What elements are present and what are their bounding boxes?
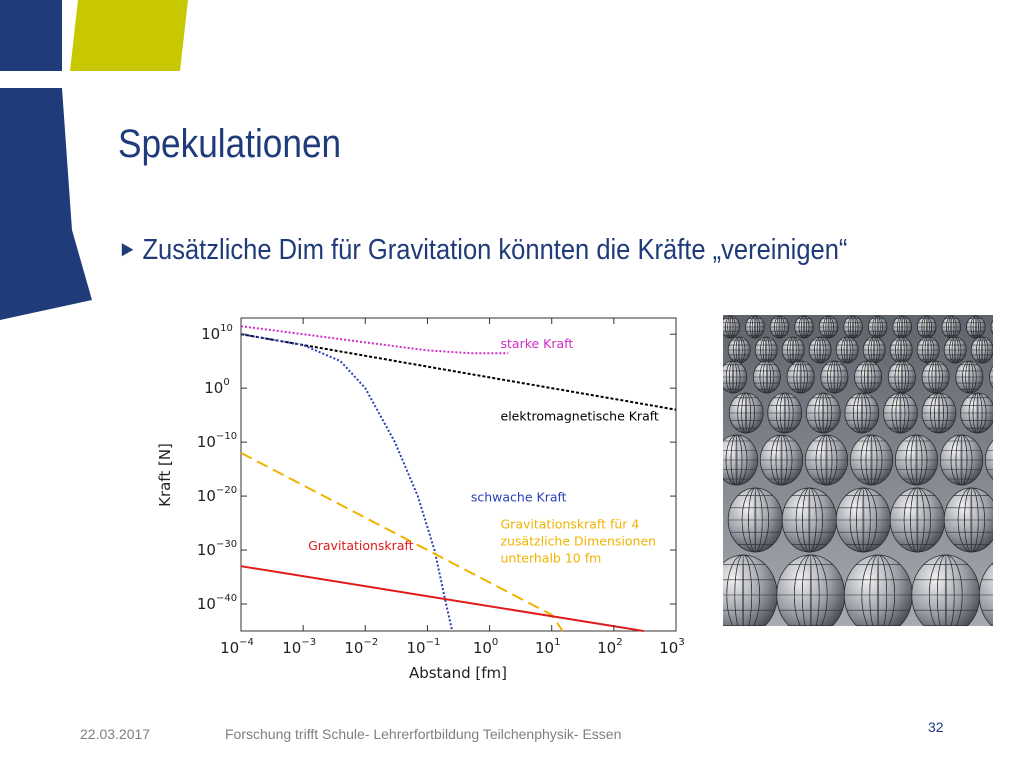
x-tick-label: 10−1 xyxy=(407,637,441,657)
series-label-2: schwache Kraft xyxy=(471,489,567,504)
sphere xyxy=(843,554,913,626)
sphere xyxy=(745,315,765,339)
sphere xyxy=(984,440,993,480)
sphere xyxy=(921,392,957,434)
plot-frame xyxy=(240,317,677,632)
series-line-0 xyxy=(240,325,509,355)
footer-text: Forschung trifft Schule- Lehrerfortbildu… xyxy=(225,726,622,742)
page-number: 32 xyxy=(928,719,944,735)
spheres-grid-picture xyxy=(723,315,993,626)
series-line-4 xyxy=(240,565,644,632)
bullet-text: Zusätzliche Dim für Gravitation könnten … xyxy=(142,234,848,266)
sphere xyxy=(844,392,880,434)
y-axis-label: Kraft [N] xyxy=(156,443,174,507)
sphere xyxy=(781,336,805,364)
sphere xyxy=(727,336,751,364)
sphere xyxy=(970,336,993,364)
navy-block-bottom xyxy=(0,88,92,320)
sphere xyxy=(723,434,759,486)
sphere xyxy=(786,360,815,394)
sphere xyxy=(892,315,912,339)
sphere xyxy=(862,336,886,364)
corner-decoration xyxy=(0,0,188,320)
sphere xyxy=(978,562,993,626)
x-tick-label: 100 xyxy=(473,637,498,657)
y-tick-label: 10−30 xyxy=(197,539,237,559)
sphere xyxy=(728,392,764,434)
sphere xyxy=(943,487,993,553)
sphere xyxy=(752,360,781,394)
sphere xyxy=(955,360,984,394)
sphere xyxy=(723,315,741,339)
sphere xyxy=(820,360,849,394)
sphere xyxy=(889,336,913,364)
olive-block xyxy=(70,0,188,71)
series-label-0: starke Kraft xyxy=(501,336,574,351)
navy-block-top xyxy=(0,0,62,71)
series-label-layer: starke Kraft elektromagnetische Kraft schw… xyxy=(308,336,659,566)
sphere xyxy=(843,315,863,339)
footer-date: 22.03.2017 xyxy=(80,726,151,742)
sphere xyxy=(723,360,748,394)
series-line-3 xyxy=(240,452,564,632)
y-tick-label: 10−40 xyxy=(197,593,237,613)
sphere xyxy=(759,434,804,486)
sphere xyxy=(939,434,984,486)
sphere xyxy=(835,336,859,364)
x-tick-label: 10−4 xyxy=(220,637,254,657)
sphere xyxy=(794,315,814,339)
sphere xyxy=(894,434,939,486)
y-tick-label: 1010 xyxy=(201,323,233,343)
sphere xyxy=(804,434,849,486)
sphere xyxy=(941,315,962,339)
y-tick-label: 10−10 xyxy=(197,431,237,451)
sphere xyxy=(767,392,803,434)
sphere xyxy=(990,319,993,335)
x-tick-label: 10−2 xyxy=(344,637,378,657)
bullet-item: ► Zusätzliche Dim für Gravitation könnten… xyxy=(118,234,847,267)
x-tick-label: 10−3 xyxy=(282,637,316,657)
series-layer xyxy=(240,325,677,632)
bullet-arrow-icon: ► xyxy=(118,236,138,261)
extra-dimensions-image xyxy=(723,315,993,626)
force-chart: 10−4 10−3 10−2 10−1 100 101 102 103 1010 100 10−10… xyxy=(156,317,685,682)
sphere xyxy=(916,336,940,364)
series-label-4: Gravitationskraft xyxy=(308,538,414,553)
sphere xyxy=(808,336,832,364)
x-tick-label: 102 xyxy=(597,637,622,657)
slide-title: Spekulationen xyxy=(118,122,342,166)
y-tick-label: 10−20 xyxy=(197,485,237,505)
x-tick-label: 101 xyxy=(535,637,560,657)
sphere xyxy=(960,392,993,434)
series-line-1 xyxy=(240,333,677,411)
sphere xyxy=(989,365,993,389)
sphere xyxy=(849,434,894,486)
x-tick-label: 103 xyxy=(659,637,684,657)
series-label-3: Gravitationskraft für 4 zusätzliche Dimen… xyxy=(501,516,657,565)
sphere xyxy=(769,315,790,339)
sphere xyxy=(921,360,950,394)
sphere xyxy=(916,315,937,339)
sphere xyxy=(781,487,838,553)
sphere xyxy=(966,315,986,339)
sphere xyxy=(854,360,883,394)
sphere xyxy=(887,360,916,394)
y-tick-label: 100 xyxy=(204,377,229,397)
sphere xyxy=(754,336,778,364)
sphere xyxy=(867,315,888,339)
sphere xyxy=(727,487,784,553)
sphere xyxy=(883,392,918,434)
x-axis-label: Abstand [fm] xyxy=(409,664,507,682)
sphere xyxy=(818,315,839,339)
sphere xyxy=(805,392,841,434)
sphere xyxy=(943,336,967,364)
series-label-1: elektromagnetische Kraft xyxy=(501,409,659,424)
sphere xyxy=(835,487,891,553)
sphere xyxy=(889,487,945,553)
series-line-2 xyxy=(240,333,454,632)
